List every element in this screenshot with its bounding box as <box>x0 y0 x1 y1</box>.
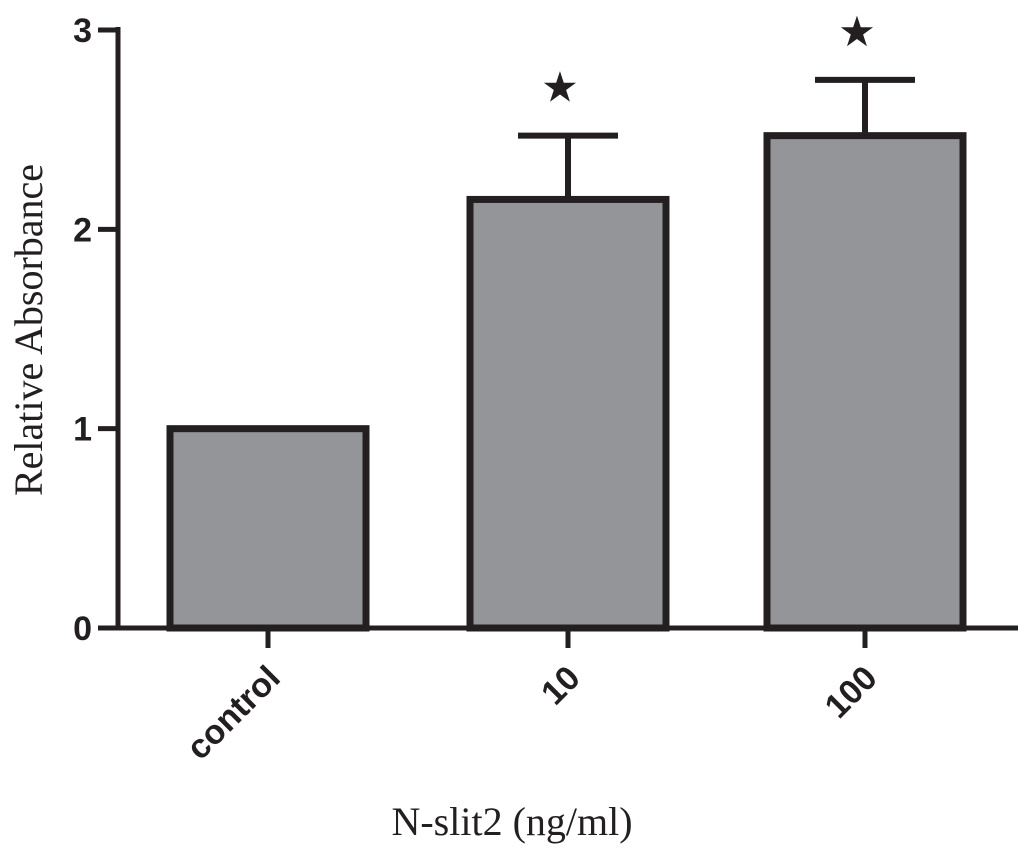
bar <box>763 132 967 632</box>
bars-group <box>166 132 967 632</box>
y-tick-label: 1 <box>73 411 92 449</box>
x-axis-label: N-slit2 (ng/ml) <box>391 799 632 844</box>
y-tick-label: 2 <box>73 211 92 249</box>
significance-star: ★ <box>541 63 579 112</box>
y-tick-label: 0 <box>73 610 92 648</box>
x-tick-label: 10 <box>534 659 588 713</box>
bar <box>466 195 670 632</box>
x-tick-label: control <box>179 659 287 767</box>
x-tick-label: 100 <box>818 659 885 726</box>
y-ticks-group: 0 1 2 3 <box>73 12 118 648</box>
y-axis-label: Relative Absorbance <box>6 164 51 496</box>
bar <box>166 425 370 632</box>
significance-markers-group: ★★ <box>541 7 876 112</box>
significance-star: ★ <box>838 7 876 56</box>
error-bars-group <box>518 76 915 200</box>
y-tick-label: 3 <box>73 12 92 50</box>
x-ticks-group: control 10 100 <box>179 628 885 767</box>
